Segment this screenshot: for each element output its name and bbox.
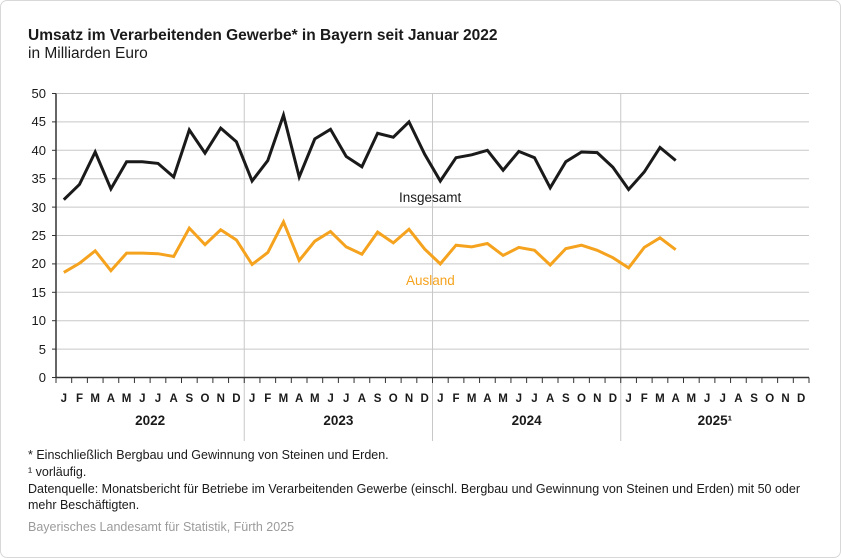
y-axis-label: 35 bbox=[31, 171, 46, 187]
month-label: A bbox=[734, 393, 743, 405]
y-axis-label: 45 bbox=[31, 114, 46, 130]
month-label: J bbox=[248, 393, 256, 405]
chart-subtitle: in Milliarden Euro bbox=[28, 45, 148, 62]
month-label: O bbox=[577, 393, 587, 405]
month-label: F bbox=[76, 393, 84, 405]
month-label: J bbox=[625, 393, 632, 405]
month-label: A bbox=[483, 393, 492, 405]
month-label: M bbox=[90, 393, 101, 405]
y-axis-label: 25 bbox=[31, 228, 46, 243]
month-label: D bbox=[420, 393, 429, 405]
month-label: O bbox=[200, 393, 210, 405]
month-label: S bbox=[185, 393, 194, 405]
month-label: O bbox=[765, 393, 775, 405]
month-label: D bbox=[232, 393, 241, 405]
year-label: 2023 bbox=[323, 413, 354, 428]
month-label: J bbox=[531, 393, 538, 405]
title-block: Umsatz im Verarbeitenden Gewerbe* in Bay… bbox=[28, 27, 498, 63]
month-label: N bbox=[404, 393, 414, 405]
month-label: F bbox=[264, 393, 272, 405]
y-axis-label: 10 bbox=[31, 313, 46, 329]
year-label: 2025¹ bbox=[697, 413, 733, 428]
month-label: F bbox=[452, 393, 460, 405]
month-label: M bbox=[466, 393, 477, 405]
month-label: D bbox=[608, 393, 618, 405]
y-axis-label: 0 bbox=[38, 370, 46, 385]
y-axis-label: 15 bbox=[31, 284, 46, 300]
month-label: M bbox=[278, 393, 289, 405]
month-label: M bbox=[498, 393, 508, 405]
series-label-ausland: Ausland bbox=[406, 273, 455, 288]
month-label: A bbox=[106, 393, 116, 405]
month-label: A bbox=[169, 393, 178, 405]
month-label: O bbox=[388, 393, 398, 405]
month-label: F bbox=[640, 393, 648, 405]
month-label: S bbox=[562, 393, 570, 405]
month-label: J bbox=[703, 393, 711, 405]
year-label: 2024 bbox=[511, 413, 542, 428]
data-line-ausland bbox=[63, 218, 677, 274]
month-label: N bbox=[781, 393, 790, 405]
y-axis-label: 50 bbox=[31, 86, 46, 101]
month-label: S bbox=[373, 393, 382, 405]
month-label: S bbox=[750, 393, 758, 405]
month-label: J bbox=[515, 393, 522, 405]
month-label: J bbox=[60, 393, 68, 405]
month-label: J bbox=[343, 393, 350, 405]
month-label: A bbox=[546, 393, 555, 405]
y-axis-label: 40 bbox=[31, 142, 46, 158]
month-label: M bbox=[686, 393, 697, 405]
footnotes-block: * Einschließlich Bergbau und Gewinnung v… bbox=[28, 447, 818, 514]
footnote-asterisk: * Einschließlich Bergbau und Gewinnung v… bbox=[28, 448, 389, 462]
y-axis-label: 20 bbox=[31, 256, 46, 272]
month-label: J bbox=[719, 393, 726, 405]
data-line-insgesamt bbox=[62, 109, 677, 201]
footnote-datasource: Datenquelle: Monatsbericht für Betriebe … bbox=[28, 481, 800, 513]
source-line: Bayerisches Landesamt für Statistik, Für… bbox=[28, 520, 295, 534]
month-label: M bbox=[310, 393, 320, 405]
month-label: N bbox=[216, 393, 225, 405]
month-label: J bbox=[139, 393, 146, 405]
chart-title: Umsatz im Verarbeitenden Gewerbe* in Bay… bbox=[28, 27, 498, 44]
month-label: J bbox=[154, 393, 162, 405]
month-label: A bbox=[295, 393, 304, 405]
month-label: A bbox=[671, 393, 680, 405]
y-axis-label: 5 bbox=[38, 341, 46, 357]
month-label: D bbox=[797, 393, 806, 405]
y-axis-label: 30 bbox=[31, 199, 46, 215]
month-label: M bbox=[121, 393, 132, 405]
year-label: 2022 bbox=[135, 413, 166, 428]
footnote-preliminary: ¹ vorläufig. bbox=[28, 464, 87, 479]
month-label: A bbox=[357, 393, 367, 405]
month-label: J bbox=[437, 393, 444, 405]
month-label: N bbox=[593, 393, 602, 405]
month-label: J bbox=[327, 393, 334, 405]
month-label: M bbox=[655, 393, 665, 405]
series-label-insgesamt: Insgesamt bbox=[399, 190, 462, 205]
